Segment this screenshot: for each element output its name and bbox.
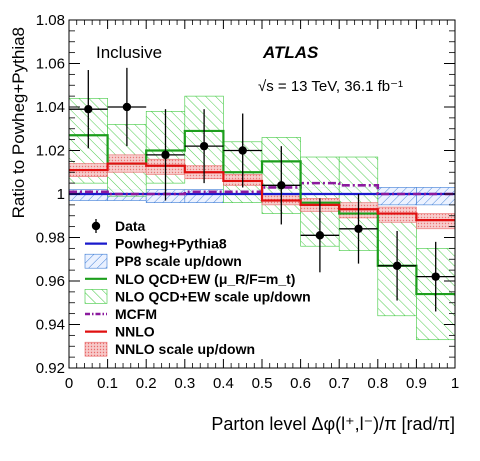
legend-label-4: NLO QCD+EW scale up/down	[115, 288, 311, 304]
series-line-mcfm	[69, 181, 455, 196]
legend-label-3: NLO QCD+EW (μ_R/F=m_t)	[115, 271, 295, 287]
data-point-8	[392, 261, 402, 270]
legend-item-7: NNLO scale up/down	[84, 341, 255, 357]
x-tick-label-9: 0.9	[406, 375, 427, 392]
data-point-6	[315, 231, 325, 240]
legend-item-6: NNLO	[85, 324, 155, 340]
energy-label: √s = 13 TeV, 36.1 fb⁻¹	[258, 78, 403, 95]
experiment-label: ATLAS	[262, 43, 319, 62]
legend-band-swatch	[84, 341, 108, 357]
series-line-nnlo	[69, 162, 455, 222]
y-axis-label: Ratio to Powheg+Pythia8	[9, 27, 28, 218]
x-tick-label-3: 0.3	[174, 375, 195, 392]
data-point-1	[122, 102, 132, 112]
x-tick-label-6: 0.6	[290, 375, 311, 392]
data-point-0	[84, 104, 93, 114]
data-point-2	[161, 150, 170, 160]
data-point-7	[354, 224, 363, 233]
band-bin-pp8-scale-up-down-9	[416, 187, 456, 206]
x-tick-label-7: 0.7	[329, 375, 350, 392]
legend-item-5: MCFM	[85, 306, 157, 322]
data-point-4	[238, 146, 247, 155]
x-tick-label-4: 0.4	[213, 375, 234, 392]
y-tick-label-0: 0.92	[36, 360, 65, 377]
axes: 0 0.1 0.2 0.3 0.4 0.5 0.6 0.7 0.8 0.9 1 0.92 0.94 0.9…	[36, 12, 459, 392]
legend-label-0: Data	[115, 218, 146, 234]
y-tick-label-2: 0.96	[36, 273, 65, 290]
band-bin-pp8-scale-up-down-8	[377, 187, 417, 206]
y-tick-label-4: 1	[57, 186, 65, 203]
y-tick-label-8: 1.08	[36, 12, 65, 29]
data-point-3	[199, 141, 209, 151]
x-tick-label-5: 0.5	[252, 375, 273, 392]
legend-marker	[91, 221, 101, 231]
series-line-nlo-qcd-ew-r-f-m-t-	[69, 129, 455, 296]
y-tick-label-6: 1.04	[36, 99, 65, 116]
x-tick-label-10: 1	[451, 375, 459, 392]
legend-item-2: PP8 scale up/down	[84, 253, 242, 269]
region-label: Inclusive	[96, 43, 162, 62]
y-tick-label-1: 0.94	[36, 317, 65, 334]
y-tick-label-7: 1.06	[36, 56, 65, 73]
legend-label-2: PP8 scale up/down	[115, 253, 242, 269]
legend-label-1: Powheg+Pythia8	[115, 236, 227, 252]
legend-item-1: Powheg+Pythia8	[85, 236, 227, 252]
legend-item-0: Data	[91, 218, 146, 234]
y-tick-label-3: 0.98	[36, 230, 65, 247]
legend-item-4: NLO QCD+EW scale up/down	[84, 288, 311, 304]
legend-item-3: NLO QCD+EW (μ_R/F=m_t)	[85, 271, 295, 287]
legend-band-swatch	[84, 289, 108, 304]
data-point-9	[431, 272, 440, 281]
legend-band-swatch	[84, 253, 108, 269]
legend-label-6: NNLO	[115, 324, 155, 340]
data-point-5	[277, 181, 286, 190]
x-tick-label-1: 0.1	[97, 375, 118, 392]
x-tick-label-2: 0.2	[136, 375, 157, 392]
x-axis-label: Parton level Δφ(l⁺,l⁻)/π [rad/π]	[211, 414, 455, 434]
y-tick-label-5: 1.02	[36, 143, 65, 160]
plot-area	[68, 67, 456, 341]
x-tick-label-8: 0.8	[367, 375, 388, 392]
legend-label-7: NNLO scale up/down	[115, 341, 255, 357]
legend-label-5: MCFM	[115, 306, 157, 322]
x-tick-label-0: 0	[65, 375, 73, 392]
